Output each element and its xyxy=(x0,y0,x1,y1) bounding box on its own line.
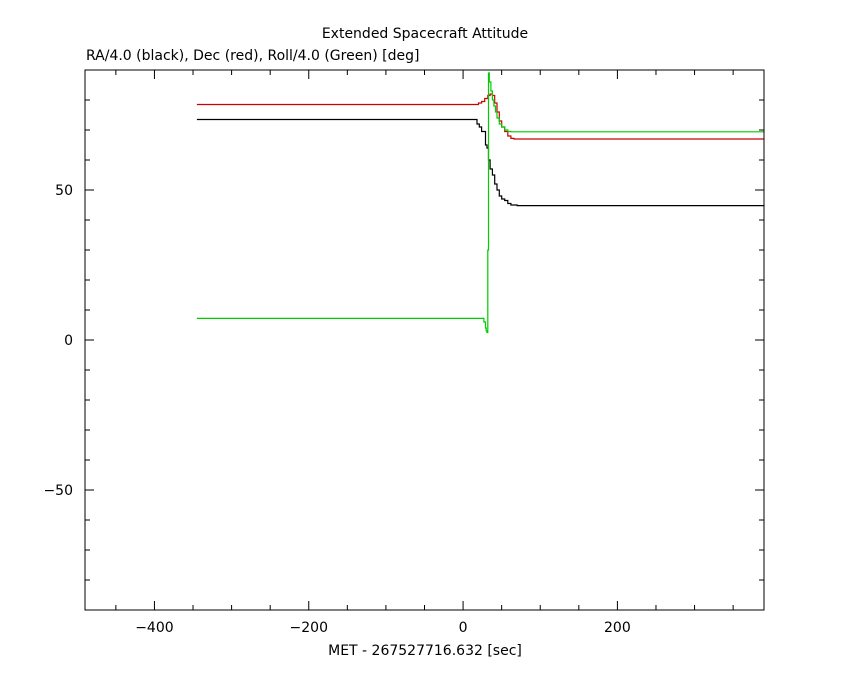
y-tick-label: 0 xyxy=(64,333,73,349)
x-tick-label: −400 xyxy=(135,620,173,636)
plot-axes xyxy=(84,69,765,611)
plot-frame xyxy=(84,69,765,611)
series-line-1 xyxy=(196,118,764,207)
plot-ticks xyxy=(85,70,764,610)
series-line-3 xyxy=(196,72,764,334)
series-line-2 xyxy=(196,93,764,140)
y-tick-label: −50 xyxy=(43,483,73,499)
chart-title: Extended Spacecraft Attitude xyxy=(322,26,528,42)
x-tick-label: 200 xyxy=(604,620,631,636)
x-axis-label: MET - 267527716.632 [sec] xyxy=(328,643,522,659)
plot-series xyxy=(196,72,764,334)
chart-subtitle: RA/4.0 (black), Dec (red), Roll/4.0 (Gre… xyxy=(86,48,419,64)
x-tick-label: −200 xyxy=(290,620,328,636)
plot-tick-labels: −400 −200 0 200 −50 0 50 xyxy=(43,183,630,636)
x-tick-label: 0 xyxy=(459,620,468,636)
y-tick-label: 50 xyxy=(55,183,73,199)
